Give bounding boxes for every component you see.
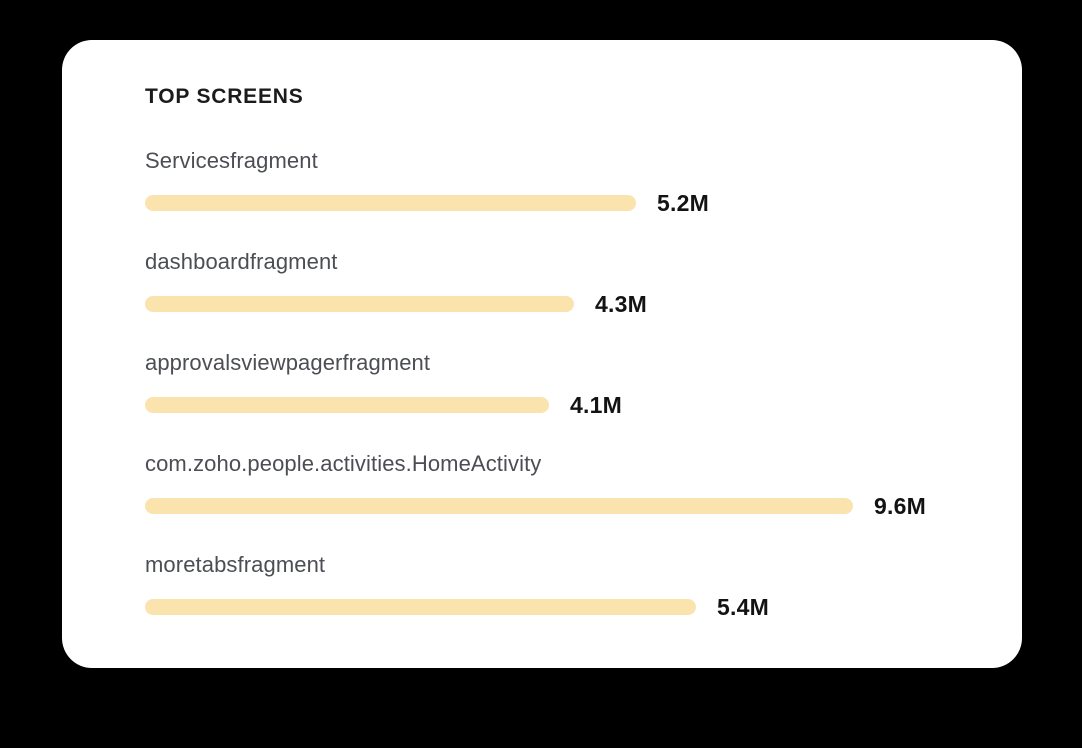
bar — [145, 397, 549, 413]
bar-value-label: 5.4M — [717, 593, 769, 620]
top-screens-bar-chart: Servicesfragment 5.2M dashboardfragment … — [145, 148, 932, 620]
chart-row: dashboardfragment 4.3M — [145, 249, 932, 317]
card-title: TOP SCREENS — [145, 85, 304, 108]
screen-name-label: approvalsviewpagerfragment — [145, 350, 431, 375]
screen-name-label: Servicesfragment — [145, 148, 318, 173]
chart-row: com.zoho.people.activities.HomeActivity … — [145, 451, 932, 519]
bar-value-label: 4.1M — [570, 391, 622, 418]
chart-row: moretabsfragment 5.4M — [145, 552, 932, 620]
bar-line: 5.4M — [145, 593, 932, 620]
bar — [145, 498, 853, 514]
bar-line: 5.2M — [145, 189, 932, 216]
bar — [145, 195, 636, 211]
bar-value-label: 9.6M — [874, 492, 926, 519]
bar-value-label: 4.3M — [595, 290, 647, 317]
bar-value-label: 5.2M — [657, 189, 709, 216]
chart-row: Servicesfragment 5.2M — [145, 148, 932, 216]
bar-line: 4.3M — [145, 290, 932, 317]
top-screens-card: TOP SCREENS Servicesfragment 5.2M dashbo… — [62, 40, 1022, 668]
bar — [145, 296, 574, 312]
bar-line: 9.6M — [145, 492, 932, 519]
screen-name-label: moretabsfragment — [145, 552, 326, 577]
chart-row: approvalsviewpagerfragment 4.1M — [145, 350, 932, 418]
bar — [145, 599, 696, 615]
bar-line: 4.1M — [145, 391, 932, 418]
screen-name-label: com.zoho.people.activities.HomeActivity — [145, 451, 542, 476]
screen-name-label: dashboardfragment — [145, 249, 338, 274]
